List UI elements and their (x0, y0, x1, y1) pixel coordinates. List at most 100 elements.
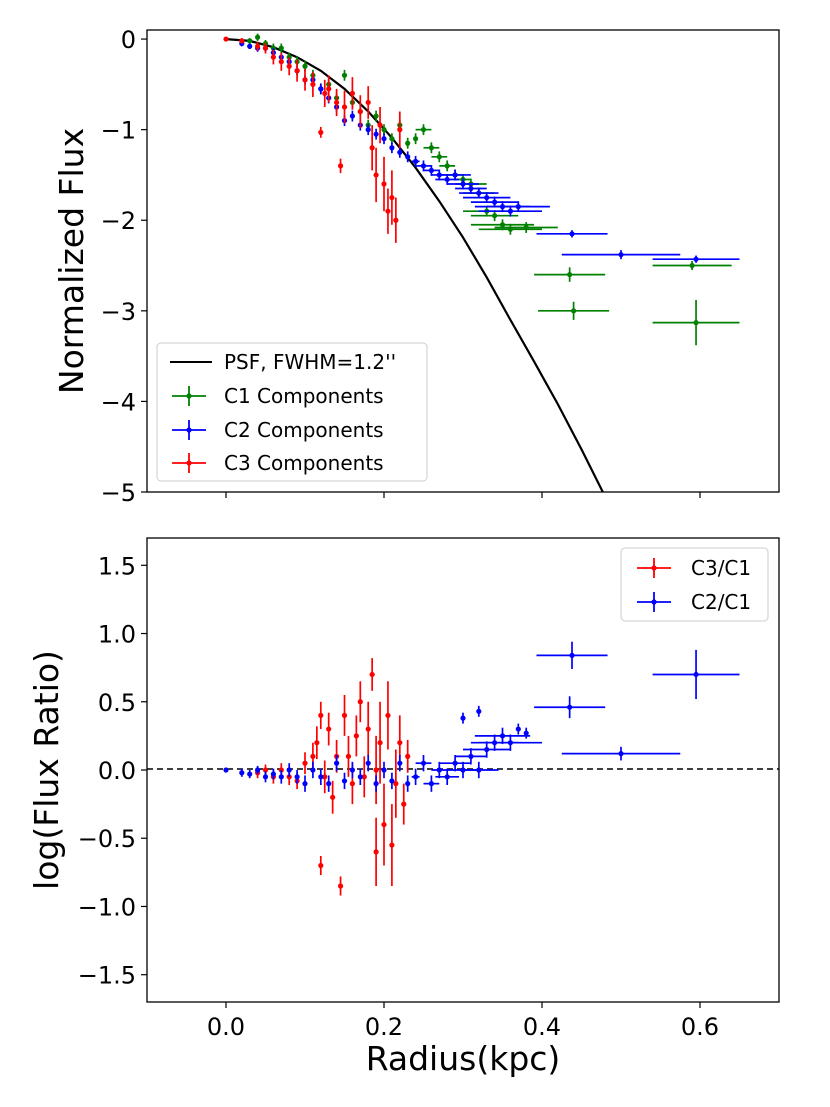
data-point (561, 746, 681, 761)
data-point (393, 749, 399, 818)
data-point (534, 696, 606, 719)
data-point (470, 196, 519, 208)
data-point (330, 780, 336, 814)
legend-c3-marker (172, 453, 206, 473)
data-point (361, 756, 367, 798)
data-point (223, 36, 229, 42)
data-point (381, 761, 387, 779)
data-point (435, 768, 460, 786)
data-point (365, 86, 371, 119)
data-point (239, 768, 245, 777)
x-axis-label: Radius(kpc) (366, 1039, 561, 1078)
bottom-y-tick-label: −1.0 (78, 893, 136, 921)
bottom-x-tick-label: 0.4 (523, 1013, 561, 1041)
data-point (278, 52, 284, 71)
data-point (247, 38, 253, 44)
data-point (286, 763, 292, 777)
data-point (652, 255, 740, 263)
data-point (389, 170, 395, 225)
data-point (486, 201, 550, 213)
data-point (373, 775, 379, 792)
data-point (365, 754, 371, 772)
top-y-tick-label: −2 (101, 207, 136, 235)
data-point (262, 42, 269, 54)
legend-c2c1-label: C2/C1 (691, 590, 751, 614)
data-point (470, 219, 535, 231)
legend-c2-marker (172, 420, 206, 440)
data-point (377, 107, 383, 144)
data-point (318, 768, 324, 786)
data-point (373, 128, 379, 140)
data-point (405, 151, 411, 163)
data-point (413, 133, 419, 145)
data-point (652, 261, 732, 271)
legend-c1-marker (172, 386, 206, 406)
legend-psf-label: PSF, FWHM=1.2'' (224, 350, 396, 374)
data-point (415, 160, 432, 172)
data-point (357, 768, 363, 786)
legend-c3-label: C3 Components (224, 451, 384, 475)
data-point (536, 641, 608, 670)
data-point (337, 158, 344, 174)
data-point (423, 775, 440, 792)
data-point (385, 188, 391, 234)
data-point (322, 79, 328, 107)
bottom-series-0 (255, 658, 411, 896)
data-point (523, 727, 529, 739)
data-point (377, 701, 383, 784)
bottom-y-tick-label: −1.5 (78, 962, 136, 990)
bottom-panel: 0.0 0.2 0.4 0.6 1.5 1.0 0.5 0.0 −0.5 −1.0 −1.5 log… (27, 537, 780, 1078)
data-point (439, 160, 456, 172)
data-point (369, 658, 375, 691)
data-point (455, 748, 487, 765)
data-point (322, 760, 328, 794)
data-point (294, 770, 300, 784)
data-point (349, 761, 355, 779)
data-point (389, 142, 395, 154)
bottom-y-tick-label: 0.5 (98, 689, 136, 717)
data-point (373, 147, 379, 203)
top-y-tick-label: −1 (101, 117, 136, 145)
data-point (294, 59, 300, 82)
legend-c3c1-marker (637, 558, 671, 578)
data-point (373, 735, 379, 805)
top-plot-frame (146, 29, 780, 493)
bottom-y-axis-label: log(Flux Ratio) (27, 650, 66, 890)
top-y-tick-label: −4 (101, 388, 136, 416)
data-point (302, 752, 308, 775)
data-point (369, 125, 375, 171)
bottom-y-tick-label: −0.5 (78, 825, 136, 853)
data-point (318, 855, 324, 876)
data-point (365, 701, 371, 757)
data-point (255, 765, 261, 775)
data-point (455, 183, 487, 194)
data-point (385, 681, 391, 750)
data-point (239, 38, 245, 44)
top-y-axis-label: Normalized Flux (52, 128, 91, 394)
data-point (318, 126, 324, 138)
data-point (349, 77, 355, 110)
top-series-2 (223, 36, 403, 243)
data-point (389, 772, 395, 790)
data-point (447, 178, 479, 190)
data-point (478, 734, 542, 751)
data-point (652, 649, 740, 700)
data-point (405, 775, 411, 792)
data-point (278, 43, 284, 53)
data-point (302, 775, 308, 792)
data-point (334, 88, 340, 117)
data-point (357, 681, 363, 723)
data-point (397, 111, 403, 148)
data-point (393, 197, 399, 243)
data-point (310, 761, 316, 779)
data-point (318, 701, 324, 730)
data-point (345, 735, 352, 777)
legend-c1-label: C1 Components (224, 384, 384, 408)
data-point (334, 754, 340, 772)
data-point (463, 192, 511, 204)
data-point (423, 164, 440, 176)
data-point (534, 267, 606, 282)
data-point (278, 770, 284, 784)
data-point (411, 768, 420, 786)
